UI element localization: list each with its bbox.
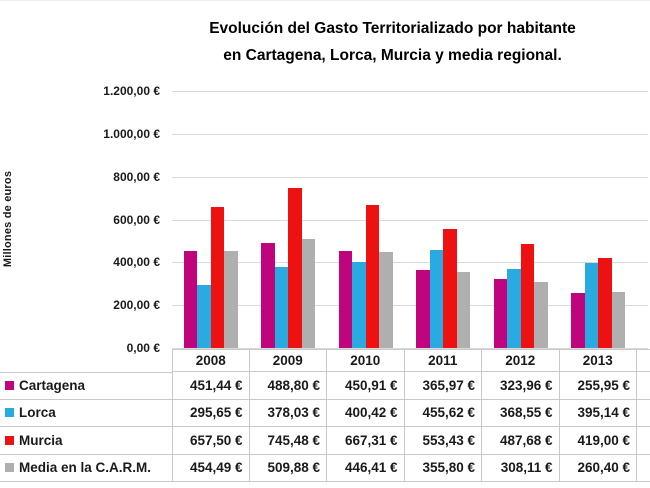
table-cell-cutoff — [637, 454, 650, 482]
legend-color-swatch-media-en-la-c-a-r-m — [5, 463, 14, 473]
y-axis-tick-label: 400,00 € — [113, 255, 160, 270]
y-axis-tick-label: 1.000,00 € — [103, 126, 160, 141]
gridline-600 — [172, 219, 648, 221]
table-value-lorca-2013: 395,14 € — [559, 399, 637, 427]
table-value-murcia-2009: 745,48 € — [249, 427, 327, 455]
y-axis-tick-label: 800,00 € — [113, 169, 160, 184]
bar-lorca-2011 — [429, 250, 444, 348]
gridline-0 — [172, 348, 648, 349]
bar-murcia-2011 — [443, 229, 457, 348]
legend-label: Lorca — [19, 405, 56, 421]
bar-cartagena-2008 — [183, 251, 198, 348]
table-cell-cutoff — [637, 399, 650, 427]
bar-murcia-2013 — [598, 258, 612, 348]
table-value-lorca-2010: 400,42 € — [327, 399, 405, 427]
table-value-cartagena-2011: 365,97 € — [404, 372, 482, 400]
gridline-200 — [172, 305, 648, 307]
bar-murcia-2009 — [288, 188, 302, 348]
legend-cell-cartagena: Cartagena — [0, 372, 172, 400]
table-value-cartagena-2009: 488,80 € — [249, 372, 327, 400]
bar-lorca-2010 — [352, 262, 366, 348]
table-value-lorca-2009: 378,03 € — [249, 399, 327, 427]
table-cell-cutoff — [637, 372, 650, 400]
table-value-media-en-la-c-a-r-m-2010: 446,41 € — [327, 454, 405, 482]
bar-lorca-2013 — [584, 263, 599, 348]
table-value-murcia-2013: 419,00 € — [559, 427, 637, 455]
legend-color-swatch-lorca — [5, 408, 14, 418]
bar-cartagena-2012 — [493, 278, 508, 348]
year-header-cell-cutoff — [637, 349, 650, 372]
bar-murcia-2010 — [365, 205, 380, 348]
bar-cartagena-2011 — [416, 269, 430, 348]
bar-media-en-la-c-a-r-m-2011 — [456, 271, 471, 348]
bar-media-en-la-c-a-r-m-2009 — [301, 238, 316, 348]
gridline-1000 — [172, 133, 648, 135]
legend-color-swatch-cartagena — [5, 381, 14, 391]
table-value-lorca-2008: 295,65 € — [172, 399, 250, 427]
bar-lorca-2009 — [274, 267, 289, 348]
gridline-400 — [172, 262, 648, 264]
table-value-lorca-2011: 455,62 € — [404, 399, 482, 427]
legend-label: Media en la C.A.R.M. — [19, 460, 152, 476]
table-value-murcia-2012: 487,68 € — [482, 427, 560, 455]
table-value-lorca-2012: 368,55 € — [482, 399, 560, 427]
legend-cell-media-en-la-c-a-r-m: Media en la C.A.R.M. — [0, 454, 172, 482]
y-axis-tick-label: 1.200,00 € — [103, 84, 160, 98]
chart-title-line-2: en Cartagena, Lorca, Murcia y media regi… — [223, 47, 562, 64]
table-cell-cutoff — [637, 427, 650, 455]
table-value-cartagena-2010: 450,91 € — [327, 372, 405, 400]
bar-media-en-la-c-a-r-m-2008 — [224, 250, 238, 348]
legend-label: Cartagena — [19, 378, 86, 394]
year-header-cell-2010: 2010 — [327, 349, 405, 372]
gridline-800 — [172, 176, 648, 178]
chart-title: Evolución del Gasto Territorializado por… — [140, 15, 645, 69]
table-value-cartagena-2008: 451,44 € — [172, 372, 250, 400]
table-value-murcia-2008: 657,50 € — [172, 427, 250, 455]
bar-media-en-la-c-a-r-m-2012 — [534, 282, 548, 348]
chart-title-line-1: Evolución del Gasto Territorializado por… — [209, 20, 576, 37]
gridline-1200 — [172, 91, 648, 92]
y-axis-tick-label: 200,00 € — [113, 298, 160, 313]
legend-label: Murcia — [19, 432, 63, 448]
y-axis-tick-label: 600,00 € — [113, 212, 160, 227]
legend-cell-murcia: Murcia — [0, 427, 172, 455]
year-header-cell-2008: 2008 — [172, 349, 250, 372]
table-value-murcia-2010: 667,31 € — [327, 427, 405, 455]
year-header-cell-2011: 2011 — [404, 349, 482, 372]
bar-murcia-2008 — [210, 207, 225, 348]
legend-color-swatch-murcia — [5, 435, 14, 445]
bar-lorca-2012 — [507, 269, 521, 348]
year-header-cell-2009: 2009 — [249, 349, 327, 372]
bar-cartagena-2009 — [261, 243, 275, 348]
y-axis-tick-label: 0,00 € — [126, 341, 160, 355]
table-value-media-en-la-c-a-r-m-2011: 355,80 € — [404, 454, 482, 482]
bar-cartagena-2010 — [338, 251, 353, 348]
bar-murcia-2012 — [520, 243, 535, 348]
table-value-media-en-la-c-a-r-m-2012: 308,11 € — [482, 454, 560, 482]
year-header-cell-2013: 2013 — [559, 349, 637, 372]
bar-lorca-2008 — [197, 284, 211, 348]
bar-media-en-la-c-a-r-m-2010 — [379, 252, 393, 348]
legend-cell-lorca: Lorca — [0, 399, 172, 427]
bar-cartagena-2013 — [571, 293, 585, 348]
table-value-media-en-la-c-a-r-m-2009: 509,88 € — [249, 454, 327, 482]
table-value-media-en-la-c-a-r-m-2008: 454,49 € — [172, 454, 250, 482]
table-value-murcia-2011: 553,43 € — [404, 427, 482, 455]
bar-media-en-la-c-a-r-m-2013 — [611, 292, 626, 348]
year-header-cell-2012: 2012 — [482, 349, 560, 372]
table-value-cartagena-2012: 323,96 € — [482, 372, 560, 400]
table-value-media-en-la-c-a-r-m-2013: 260,40 € — [559, 454, 637, 482]
table-value-cartagena-2013: 255,95 € — [559, 372, 637, 400]
